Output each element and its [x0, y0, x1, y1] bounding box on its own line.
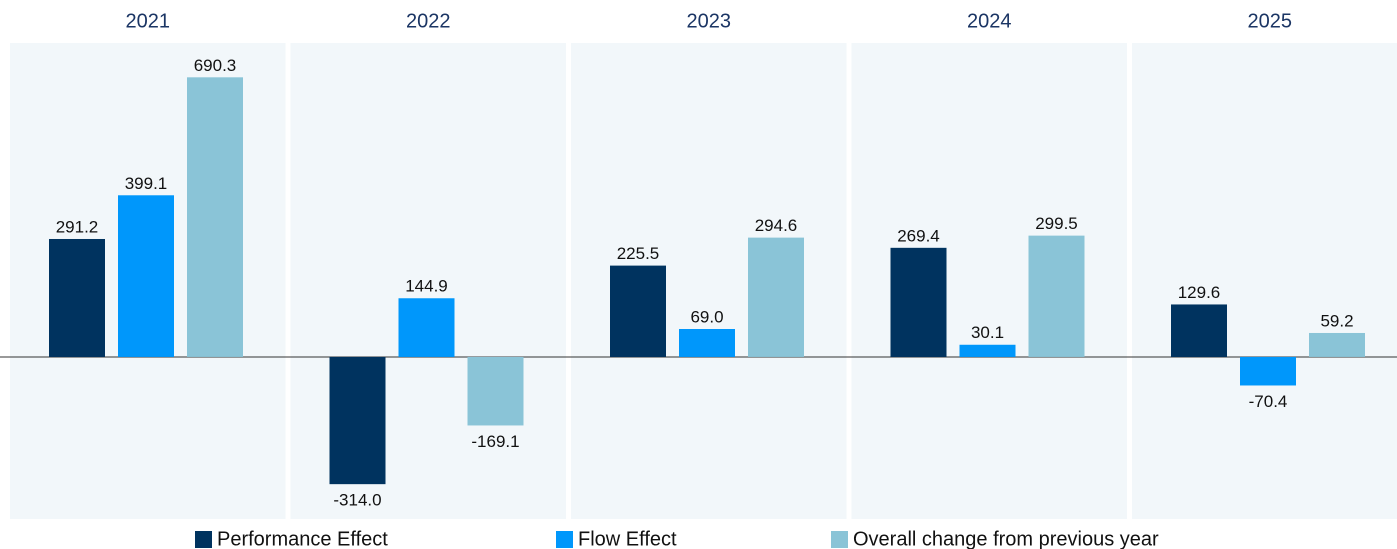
bar: [1240, 356, 1296, 386]
panel-title: 2023: [687, 10, 732, 32]
panel-title: 2024: [967, 10, 1012, 32]
bar: [1028, 235, 1085, 357]
bar: [679, 329, 735, 357]
data-label: 294.6: [755, 216, 798, 235]
panel-title: 2022: [406, 10, 451, 32]
legend-label: Overall change from previous year: [853, 528, 1159, 549]
data-label: 144.9: [405, 277, 448, 296]
data-label: -314.0: [333, 491, 381, 510]
data-label: 69.0: [690, 307, 723, 326]
legend-swatch: [556, 531, 573, 548]
bar: [49, 238, 105, 357]
data-label: 291.2: [56, 217, 99, 236]
bar: [398, 298, 455, 357]
panel-title: 2025: [1248, 10, 1293, 32]
bar: [467, 356, 524, 426]
data-label: 225.5: [617, 244, 660, 263]
legend-label: Flow Effect: [578, 528, 677, 549]
data-label: 30.1: [971, 323, 1004, 342]
data-label: 269.4: [897, 226, 940, 245]
bar: [610, 265, 666, 357]
panel: [1132, 43, 1397, 519]
legend-swatch: [195, 531, 212, 548]
data-label: 59.2: [1320, 311, 1353, 330]
data-label: 399.1: [125, 174, 168, 193]
bar: [118, 195, 174, 357]
data-label: 690.3: [194, 56, 237, 75]
bar: [1171, 304, 1227, 357]
bar: [959, 344, 1016, 357]
bar: [329, 356, 386, 485]
panel-title: 2021: [126, 10, 171, 32]
data-label: -70.4: [1249, 392, 1288, 411]
bar: [187, 77, 243, 357]
bar: [748, 237, 804, 357]
bar: [1309, 332, 1365, 357]
data-label: -169.1: [471, 432, 519, 451]
legend-swatch: [831, 531, 848, 548]
data-label: 129.6: [1178, 283, 1221, 302]
legend-label: Performance Effect: [217, 528, 388, 549]
data-label: 299.5: [1035, 214, 1078, 233]
bar: [890, 247, 947, 357]
